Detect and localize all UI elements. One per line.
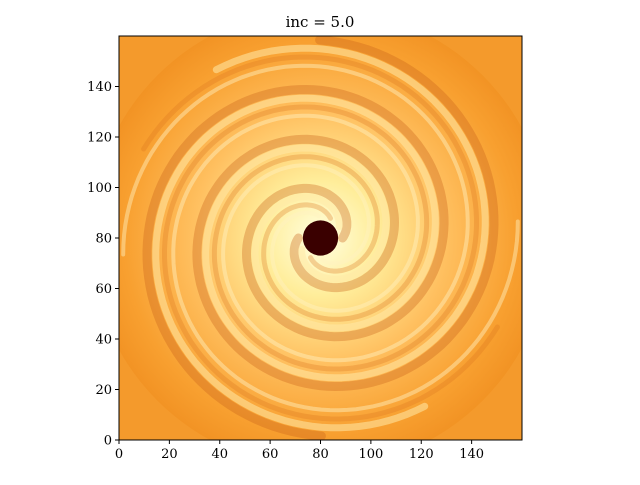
y-tick-label: 0 — [104, 434, 112, 449]
spiral-arm — [152, 94, 439, 432]
y-tick-label: 40 — [95, 333, 112, 348]
spiral-arm — [192, 36, 499, 392]
y-tick-label: 100 — [87, 181, 112, 196]
x-tick-label: 20 — [161, 447, 178, 462]
plot-area — [119, 36, 522, 440]
spiral-arm — [141, 54, 479, 372]
y-tick-label: 140 — [87, 80, 112, 95]
x-tick-label: 100 — [358, 447, 383, 462]
x-tick-label: 120 — [409, 447, 434, 462]
y-tick-label: 120 — [87, 131, 112, 146]
central-dark-spot — [302, 220, 339, 256]
spiral-arm — [142, 84, 449, 440]
chart-title: inc = 5.0 — [286, 13, 355, 31]
spiral-arms — [121, 36, 520, 440]
y-tick-label: 20 — [95, 383, 112, 398]
y-tick-label: 80 — [95, 232, 112, 247]
y-axis: 0 20 40 60 80 100 120 140 — [87, 80, 119, 449]
spiral-arm — [121, 63, 470, 363]
x-tick-label: 0 — [115, 447, 123, 462]
spiral-arm — [162, 104, 500, 422]
x-tick-label: 60 — [262, 447, 279, 462]
spiral-arm — [171, 113, 520, 413]
x-axis: 0 20 40 60 80 100 120 140 — [115, 440, 484, 462]
x-tick-label: 40 — [211, 447, 228, 462]
x-tick-label: 140 — [459, 447, 484, 462]
spiral-arm — [202, 44, 489, 382]
y-tick-label: 60 — [95, 282, 112, 297]
x-tick-label: 80 — [312, 447, 329, 462]
